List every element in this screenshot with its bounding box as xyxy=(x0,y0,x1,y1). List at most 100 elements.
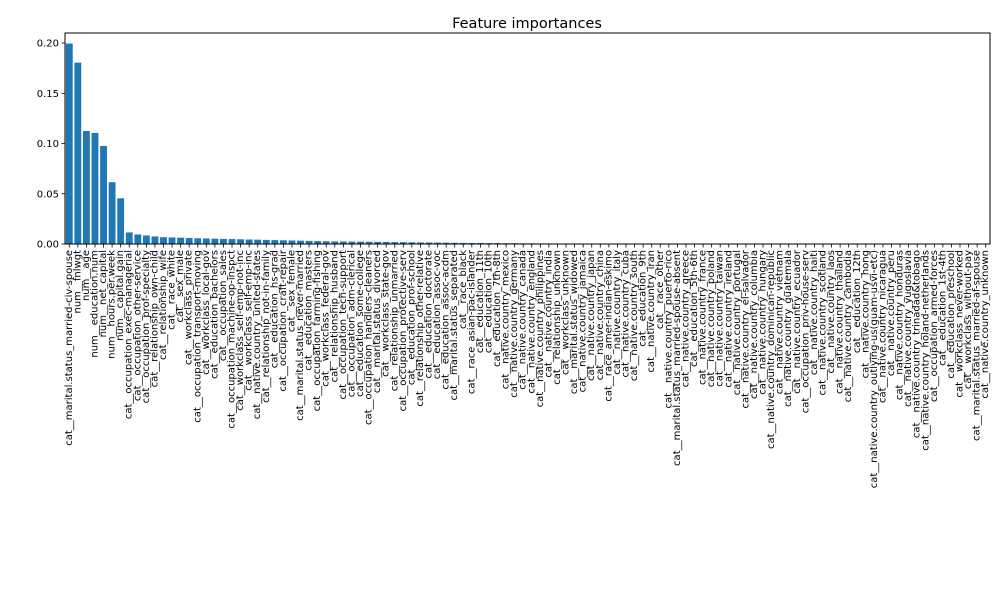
bar-28 xyxy=(305,240,313,244)
x-tick-label-82: cat__native.country_dominican-republic xyxy=(766,250,777,449)
x-tick-label-77: cat__native.country_ireland xyxy=(723,250,734,388)
x-tick-label-57: cat__relationship_unknown xyxy=(552,250,563,385)
bar-35 xyxy=(365,241,373,244)
x-tick-label-75: cat__native.country_poland xyxy=(706,250,717,387)
x-tick-label-48: cat__education_11th xyxy=(475,250,486,353)
bar-26 xyxy=(288,240,296,244)
x-tick-label-65: cat__native.country_cuba xyxy=(621,250,632,378)
x-tick-label-103: cat__education_preschool xyxy=(946,250,957,379)
x-tick-label-17: cat__education_bachelors xyxy=(209,250,220,379)
x-tick-label-42: cat__education_doctorate xyxy=(424,250,435,378)
x-tick-label-91: cat__native.country_cambodia xyxy=(843,250,854,402)
x-tick-label-8: cat__occupation_other-service xyxy=(132,250,143,401)
bar-44 xyxy=(442,242,450,244)
x-tick-label-94: cat__native.country_outlying-us(guam-usv… xyxy=(869,250,880,488)
bar-2 xyxy=(82,130,90,244)
x-tick-label-72: cat__native.country_greece xyxy=(680,250,691,387)
x-tick-label-25: cat__occupation_craft-repair xyxy=(278,249,289,392)
x-tick-label-95: cat__native.country_nicaragua xyxy=(877,250,888,403)
x-tick-label-3: num__education.num xyxy=(89,250,100,358)
bar-16 xyxy=(202,238,210,244)
x-tick-label-98: cat__native.country_yugoslavia xyxy=(903,250,914,407)
bar-36 xyxy=(374,241,382,244)
bar-15 xyxy=(194,238,202,244)
x-tick-label-31: cat__relationship_husband xyxy=(329,250,340,382)
x-tick-label-97: cat__native.country_honduras xyxy=(895,250,906,400)
bar-10 xyxy=(151,236,159,244)
x-tick-label-49: cat__education_10th xyxy=(483,250,494,353)
x-tick-label-45: cat__marital.status_separated xyxy=(449,250,460,401)
x-tick-label-93: cat__native.country_hong xyxy=(860,250,871,378)
x-tick-label-18: cat__occupation_sales xyxy=(218,250,229,361)
x-tick-label-46: cat__race_black xyxy=(458,250,469,329)
x-tick-label-33: cat__occupation_adm-clerical xyxy=(346,250,357,397)
x-tick-label-19: cat__occupation_machine-op-inspct xyxy=(227,250,238,429)
bar-43 xyxy=(434,242,441,244)
plot-frame xyxy=(64,32,991,245)
x-tick-label-70: cat__native.country_puerto-rico xyxy=(663,250,674,409)
x-tick-label-68: cat__native.country_iran xyxy=(646,250,657,373)
x-tick-label-36: cat__marital.status_divorced xyxy=(372,250,383,393)
bar-14 xyxy=(185,237,193,244)
x-tick-label-0: cat__marital.status_married-civ-spouse xyxy=(64,250,75,446)
bar-4 xyxy=(100,146,107,244)
x-tick-label-50: cat__education_7th-8th xyxy=(492,250,503,367)
chart-title: Feature importances xyxy=(452,16,602,32)
x-tick-label-29: cat__occupation_farming-fishing xyxy=(312,250,323,411)
bar-1 xyxy=(74,62,82,244)
y-tick-label-4: 0.20 xyxy=(37,39,59,50)
x-tick-label-85: cat__native.country_ecuador xyxy=(792,249,803,394)
x-tick-label-62: cat__native.country_china xyxy=(595,250,606,380)
y-axis: 0.00 0.05 0.10 0.15 0.20 xyxy=(37,39,65,251)
bar-38 xyxy=(391,242,399,244)
x-tick-label-34: cat__education_some-college xyxy=(355,250,366,397)
x-tick-label-24: cat__education_hs-grad xyxy=(269,250,280,368)
x-tick-label-47: cat__race_asian-pac-islander xyxy=(466,249,477,394)
x-tick-label-4: num__net_capital xyxy=(98,250,109,337)
x-tick-label-1: num__fnlwgt xyxy=(72,250,83,314)
x-tick-label-11: cat__relationship_wife xyxy=(158,250,169,360)
x-tick-label-37: cat__workclass_state-gov xyxy=(381,250,392,377)
x-tick-label-13: cat__sex_male xyxy=(175,250,186,322)
y-tick-label-0: 0.00 xyxy=(37,240,59,251)
x-axis: cat__marital.status_married-civ-spousenu… xyxy=(64,244,991,488)
x-tick-label-78: cat__native.country_portugal xyxy=(732,250,743,395)
x-tick-label-28: cat__education_masters xyxy=(304,250,315,371)
x-tick-label-106: cat__marital.status_married-af-spouse xyxy=(972,250,983,441)
x-tick-label-67: cat__education_9th xyxy=(638,250,649,347)
x-tick-label-83: cat__native.country_vietnam xyxy=(775,250,786,394)
bar-41 xyxy=(417,242,424,244)
bar-5 xyxy=(108,182,116,244)
x-tick-label-89: cat__native.country_laos xyxy=(826,250,837,373)
x-tick-label-74: cat__native.country_france xyxy=(698,250,709,385)
bar-8 xyxy=(134,234,142,244)
x-tick-label-88: cat__native.country_scotland xyxy=(817,250,828,396)
bar-40 xyxy=(408,242,416,244)
x-tick-label-90: cat__native.country_thailand xyxy=(835,250,846,394)
x-tick-label-52: cat__native.country_germany xyxy=(509,250,520,398)
x-tick-label-59: cat__marital.status_widowed xyxy=(569,250,580,394)
bar-32 xyxy=(339,241,347,244)
bar-20 xyxy=(237,239,244,244)
x-tick-label-84: cat__native.country_guatemala xyxy=(783,250,794,407)
bar-42 xyxy=(425,242,433,244)
x-tick-label-6: num__capital.gain xyxy=(115,250,126,341)
x-tick-label-56: cat__native.country_india xyxy=(543,250,554,378)
x-tick-label-26: cat__sex_female xyxy=(286,250,297,332)
x-tick-label-79: cat__native.country_el-salvador xyxy=(740,249,751,408)
bar-33 xyxy=(348,241,356,244)
x-tick-label-7: cat__occupation_exec-managerial xyxy=(124,250,135,419)
bar-46 xyxy=(459,242,467,244)
x-tick-label-23: cat__relationship_not-in-family xyxy=(261,250,272,403)
x-tick-label-76: cat__native.country_taiwan xyxy=(715,250,726,387)
bar-39 xyxy=(399,242,407,244)
bar-45 xyxy=(451,242,459,244)
x-tick-label-5: num__hours.per.week xyxy=(107,250,118,359)
y-tick-label-2: 0.10 xyxy=(37,139,59,150)
x-tick-label-105: cat__workclass_without-pay xyxy=(963,250,974,389)
x-tick-label-107: cat__native.country_unknown xyxy=(980,250,991,399)
bar-24 xyxy=(271,240,279,244)
bar-3 xyxy=(91,132,99,244)
y-tick-label-3: 0.15 xyxy=(37,89,59,100)
x-tick-label-32: cat__occupation_tech-support xyxy=(338,250,349,400)
